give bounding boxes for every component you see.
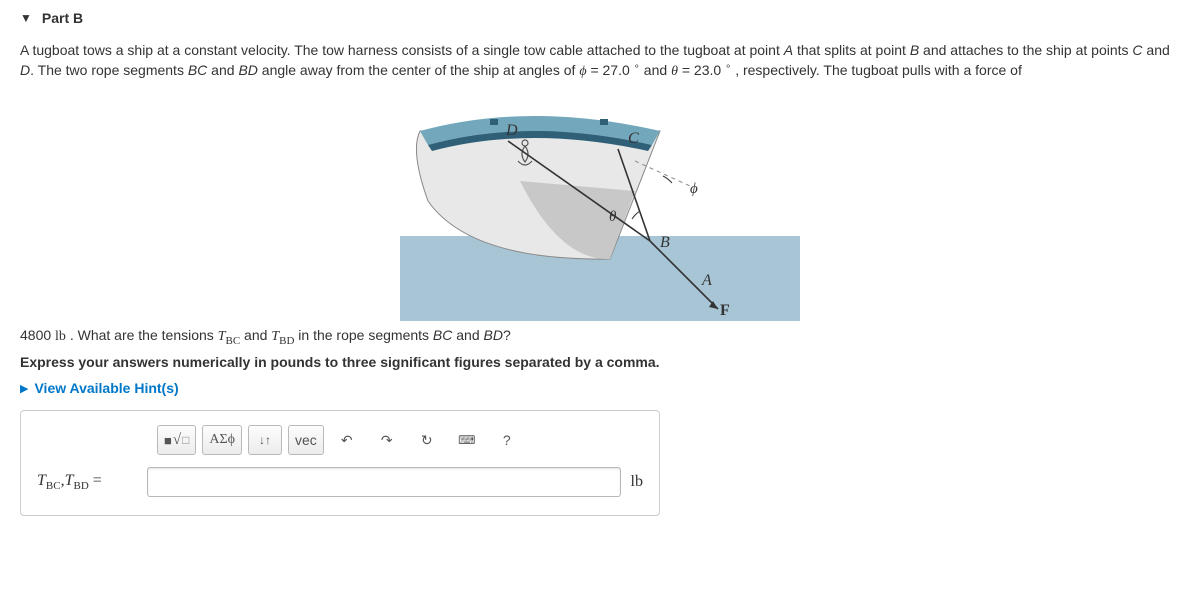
- svg-text:ϕ: ϕ: [690, 181, 698, 197]
- view-hints-link[interactable]: ▶ View Available Hint(s): [20, 380, 179, 396]
- svg-text:A: A: [701, 272, 712, 289]
- problem-statement: A tugboat tows a ship at a constant velo…: [20, 40, 1180, 83]
- collapse-icon: ▼: [20, 11, 32, 25]
- equation-toolbar: ■ √ □ ΑΣϕ ↓↑ vec ↶ ↷ ↻ ⌨ ?: [157, 425, 643, 455]
- instructions: Express your answers numerically in poun…: [20, 354, 1180, 370]
- vec-button[interactable]: vec: [288, 425, 324, 455]
- figure: D C B A F ϕ θ: [20, 91, 1180, 321]
- part-title: Part B: [42, 10, 83, 26]
- keyboard-button[interactable]: ⌨: [450, 425, 484, 455]
- answer-input[interactable]: [147, 467, 621, 497]
- undo-button[interactable]: ↶: [330, 425, 364, 455]
- svg-text:θ: θ: [609, 209, 617, 225]
- svg-text:C: C: [628, 130, 639, 147]
- svg-text:B: B: [660, 234, 670, 251]
- reset-button[interactable]: ↻: [410, 425, 444, 455]
- greek-button[interactable]: ΑΣϕ: [202, 425, 242, 455]
- svg-text:D: D: [505, 122, 518, 139]
- answer-box: ■ √ □ ΑΣϕ ↓↑ vec ↶ ↷ ↻ ⌨ ? TBC,TBD = lb: [20, 410, 660, 516]
- question-line: 4800 lb . What are the tensions TBC and …: [20, 327, 1180, 347]
- redo-button[interactable]: ↷: [370, 425, 404, 455]
- help-button[interactable]: ?: [490, 425, 524, 455]
- subsup-button[interactable]: ↓↑: [248, 425, 282, 455]
- part-header[interactable]: ▼ Part B: [20, 10, 1180, 26]
- hints-expand-icon: ▶: [20, 382, 28, 395]
- templates-button[interactable]: ■ √ □: [157, 425, 196, 455]
- svg-text:F: F: [720, 302, 730, 319]
- answer-unit: lb: [631, 473, 643, 491]
- answer-label: TBC,TBD =: [37, 472, 137, 492]
